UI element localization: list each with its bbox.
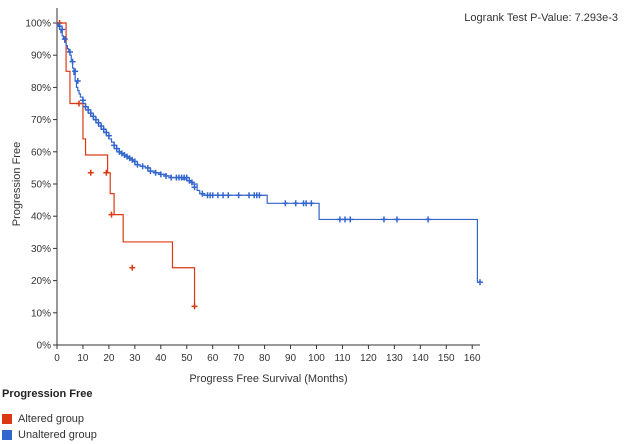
logrank-pvalue: Logrank Test P-Value: 7.293e-3 <box>464 12 618 24</box>
censor-mark-unaltered <box>308 200 315 207</box>
censor-mark-unaltered <box>336 216 343 223</box>
y-axis-title: Progression Free <box>11 142 23 226</box>
y-tick-label: 100% <box>25 19 51 30</box>
censor-mark-unaltered <box>220 192 227 199</box>
censor-mark-unaltered <box>225 192 232 199</box>
censor-mark-unaltered <box>342 216 349 223</box>
censor-mark-unaltered <box>66 48 73 55</box>
x-tick-label: 140 <box>412 353 429 364</box>
y-tick-label: 50% <box>31 180 51 191</box>
censor-mark-unaltered <box>183 174 190 181</box>
censor-mark-unaltered <box>56 23 63 30</box>
censor-mark-unaltered <box>209 192 216 199</box>
censor-mark-unaltered <box>152 169 159 176</box>
legend: Progression Free Altered group Unaltered… <box>2 388 97 444</box>
x-tick-label: 20 <box>103 353 115 364</box>
censor-mark-unaltered <box>74 77 81 84</box>
x-axis-title: Progress Free Survival (Months) <box>189 373 347 385</box>
altered-swatch <box>2 414 12 424</box>
x-tick-label: 0 <box>54 353 60 364</box>
censor-mark-unaltered <box>157 171 164 178</box>
censor-mark-unaltered <box>79 97 86 104</box>
y-tick-label: 60% <box>31 147 51 158</box>
y-tick-label: 40% <box>31 212 51 223</box>
x-tick-label: 90 <box>285 353 297 364</box>
x-tick-label: 100 <box>308 353 325 364</box>
y-tick-label: 30% <box>31 244 51 255</box>
legend-item-altered[interactable]: Altered group <box>2 412 97 426</box>
censor-mark-unaltered <box>92 116 99 123</box>
x-tick-label: 120 <box>360 353 377 364</box>
x-tick-label: 10 <box>77 353 89 364</box>
x-tick-label: 50 <box>181 353 193 364</box>
censor-mark-unaltered <box>393 216 400 223</box>
y-tick-label: 0% <box>37 341 52 352</box>
y-tick-label: 80% <box>31 83 51 94</box>
censor-mark-unaltered <box>188 179 195 186</box>
censor-mark-altered <box>87 169 94 176</box>
censor-mark-unaltered <box>103 129 110 136</box>
censor-mark-unaltered <box>168 174 175 181</box>
censor-mark-unaltered <box>69 58 76 65</box>
censor-mark-unaltered <box>105 132 112 139</box>
censor-mark-altered <box>108 211 115 218</box>
censor-mark-unaltered <box>139 163 146 170</box>
censor-mark-unaltered <box>61 36 68 43</box>
y-tick-label: 20% <box>31 276 51 287</box>
unaltered-swatch <box>2 430 12 440</box>
x-tick-label: 150 <box>438 353 455 364</box>
y-tick-label: 70% <box>31 115 51 126</box>
y-tick-label: 90% <box>31 51 51 62</box>
survival-curve-unaltered <box>57 22 479 283</box>
censor-mark-unaltered <box>90 113 97 120</box>
censor-mark-unaltered <box>347 216 354 223</box>
legend-item-unaltered[interactable]: Unaltered group <box>2 428 97 442</box>
censor-mark-unaltered <box>282 200 289 207</box>
censor-mark-unaltered <box>98 123 105 130</box>
censor-mark-unaltered <box>59 26 66 33</box>
censor-mark-unaltered <box>256 192 263 199</box>
censor-mark-unaltered <box>292 200 299 207</box>
censor-mark-unaltered <box>100 126 107 133</box>
censor-mark-unaltered <box>111 142 118 149</box>
censor-mark-altered <box>76 100 83 107</box>
censor-mark-unaltered <box>72 68 79 75</box>
x-tick-label: 80 <box>259 353 271 364</box>
censor-mark-unaltered <box>235 192 242 199</box>
x-tick-label: 160 <box>464 353 481 364</box>
x-tick-label: 70 <box>233 353 245 364</box>
censor-mark-unaltered <box>131 158 138 165</box>
censor-mark-unaltered <box>87 110 94 117</box>
censor-mark-unaltered <box>147 168 154 175</box>
censor-mark-unaltered <box>162 172 169 179</box>
censor-mark-unaltered <box>95 119 102 126</box>
survival-chart: 0% 10% 20% 30% 40% 50% 60% 70% 80% 90% 100% 0 10 20 30… <box>11 8 483 385</box>
censor-mark-unaltered <box>425 216 432 223</box>
censor-mark-unaltered <box>477 279 483 286</box>
censor-mark-altered <box>129 264 136 271</box>
censor-mark-unaltered <box>144 164 151 171</box>
censor-mark-unaltered <box>380 216 387 223</box>
censor-mark-unaltered <box>191 184 198 191</box>
censor-mark-unaltered <box>214 192 221 199</box>
censor-mark-altered <box>103 169 110 176</box>
y-tick-label: 10% <box>31 308 51 319</box>
legend-label-unaltered: Unaltered group <box>18 429 97 441</box>
censor-mark-unaltered <box>199 190 206 197</box>
x-tick-label: 60 <box>207 353 219 364</box>
censor-mark-unaltered <box>82 103 89 110</box>
x-tick-label: 40 <box>155 353 167 364</box>
x-tick-label: 110 <box>334 353 350 364</box>
censor-mark-unaltered <box>246 192 253 199</box>
censor-mark-unaltered <box>113 145 120 152</box>
x-tick-label: 30 <box>129 353 141 364</box>
x-tick-label: 130 <box>386 353 403 364</box>
censor-mark-unaltered <box>85 106 92 113</box>
censor-mark-unaltered <box>303 200 310 207</box>
survival-curve-altered <box>57 22 196 307</box>
legend-label-altered: Altered group <box>18 413 85 425</box>
censor-mark-altered <box>191 303 198 310</box>
censor-mark-unaltered <box>134 161 141 168</box>
legend-title: Progression Free <box>2 388 93 400</box>
